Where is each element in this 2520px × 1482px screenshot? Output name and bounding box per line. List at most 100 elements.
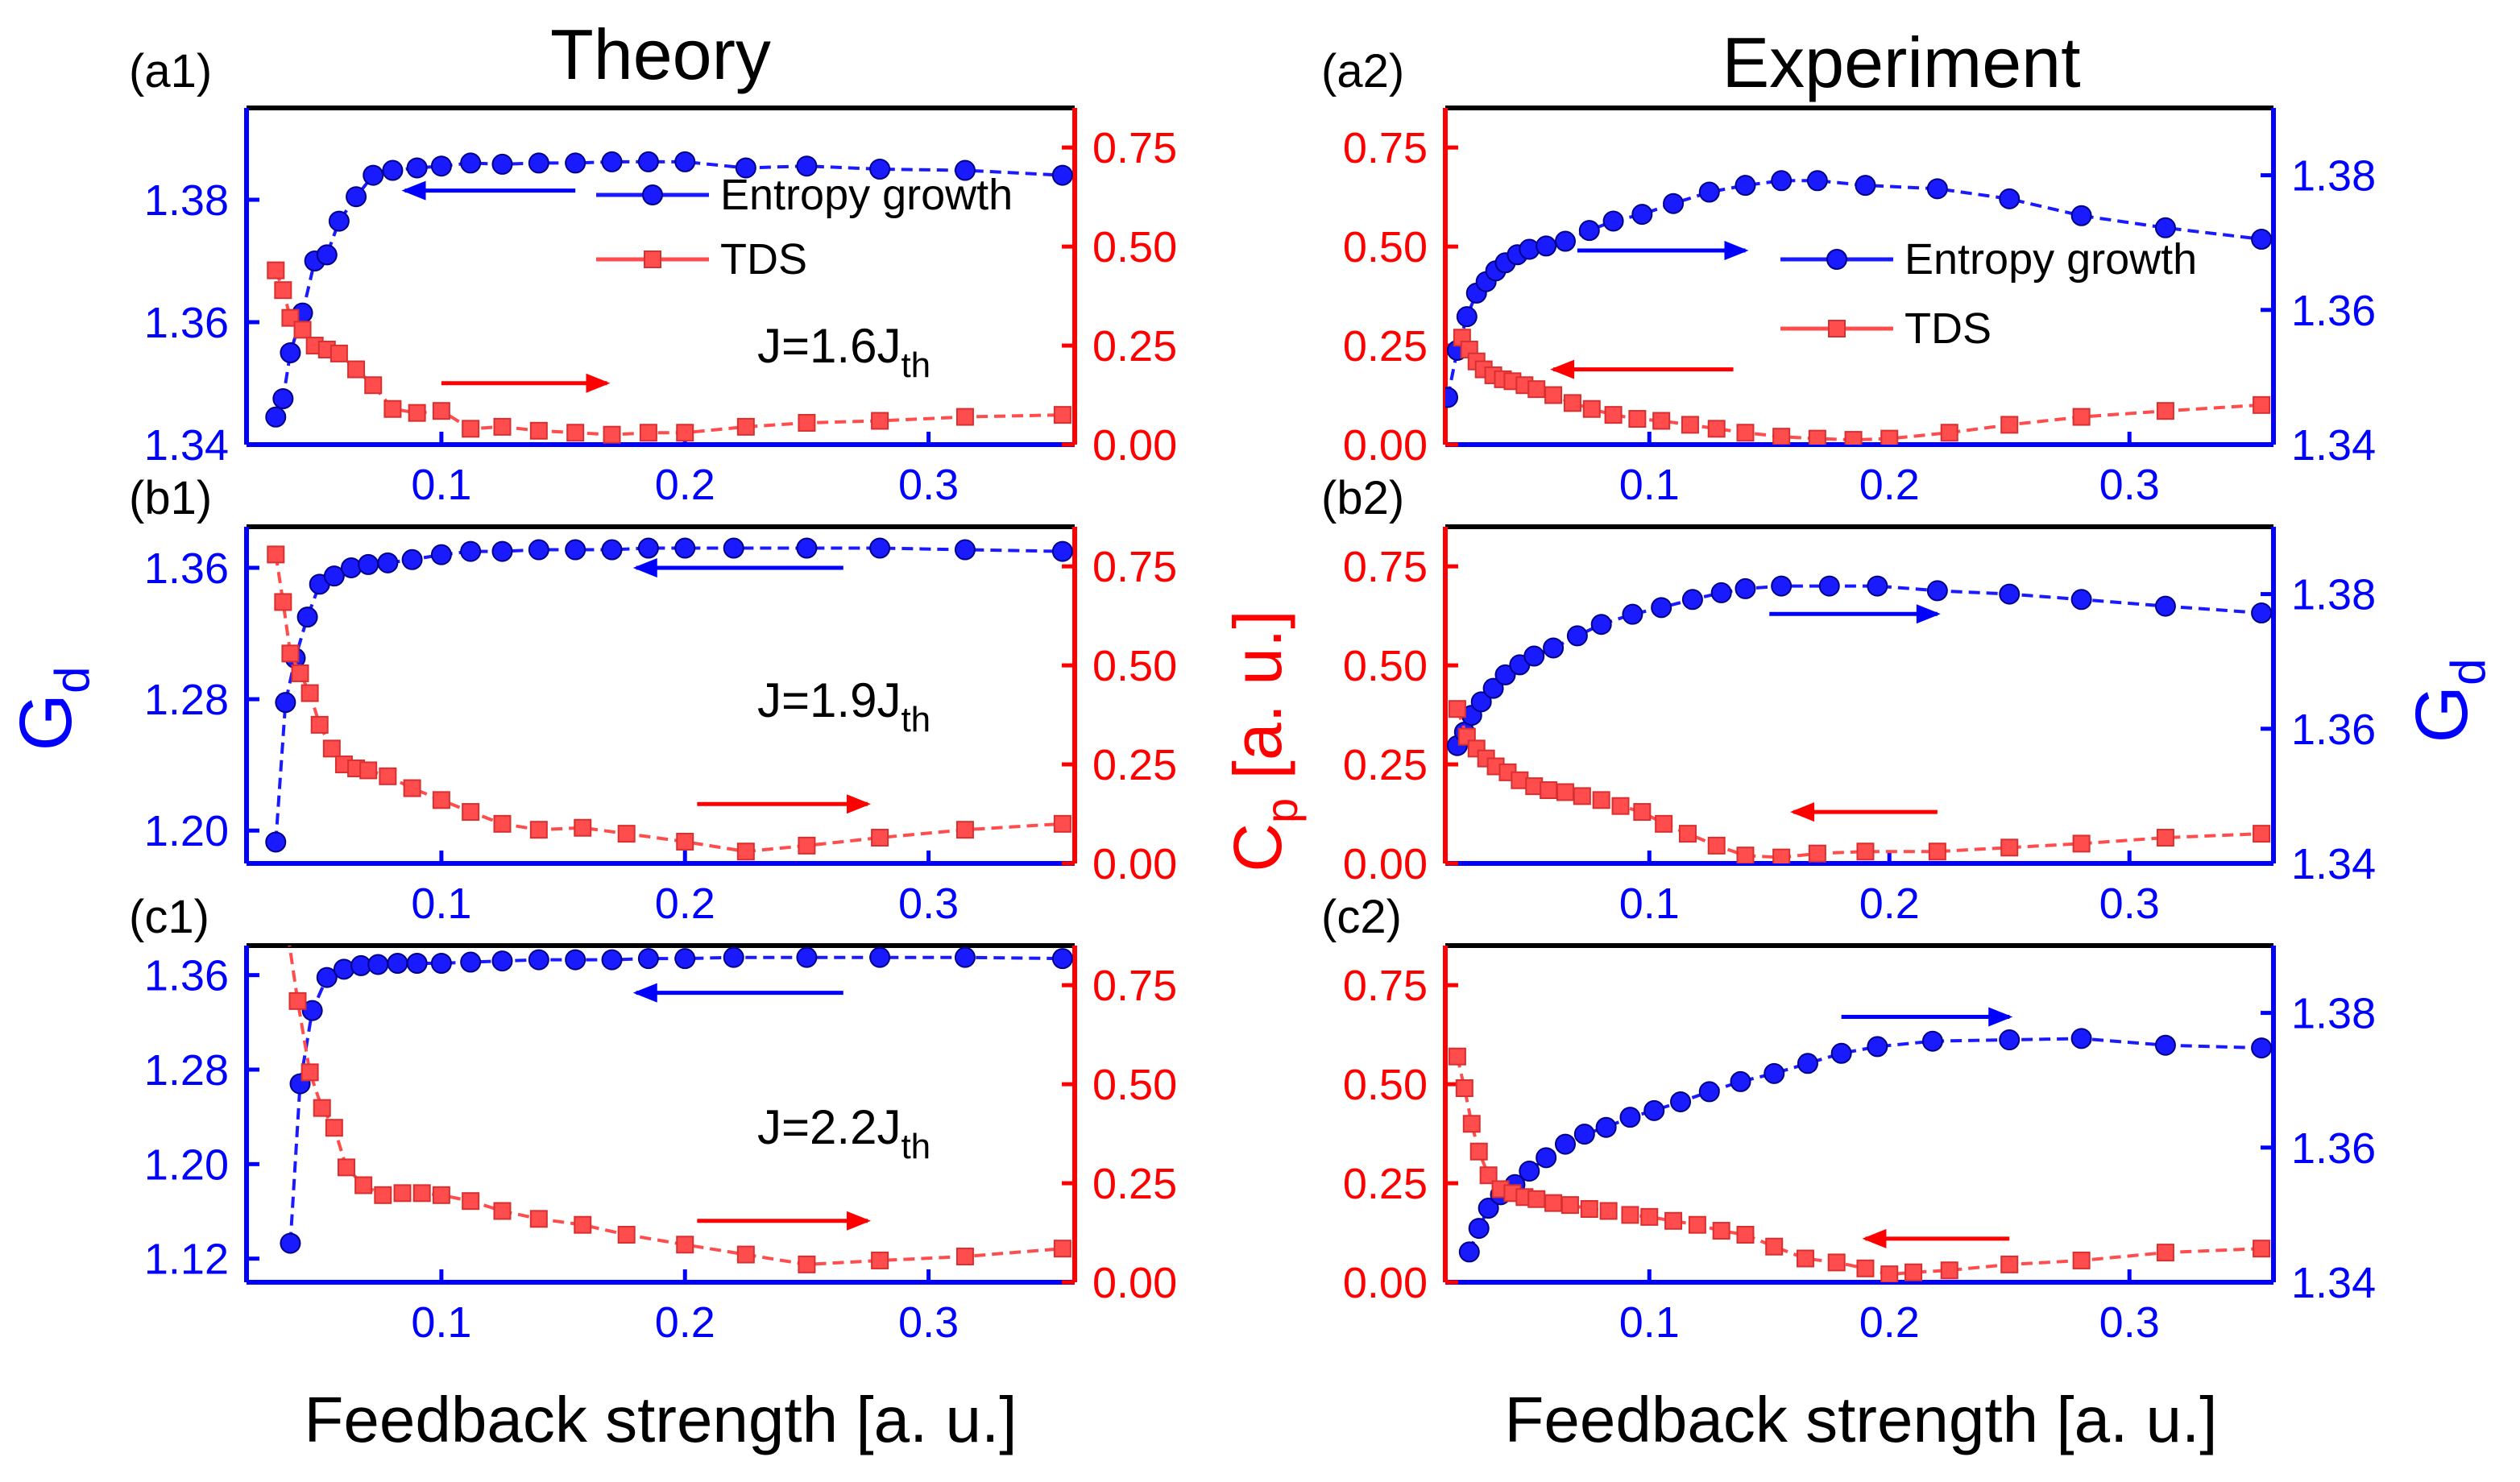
tds-point — [1707, 420, 1726, 438]
entropy-point — [341, 557, 363, 578]
tds-point — [676, 832, 694, 851]
cp-tick-label: 0.50 — [1343, 642, 1428, 690]
cp-tick-label: 0.00 — [1343, 840, 1428, 888]
tds-point — [955, 408, 974, 426]
tds-line — [288, 946, 1063, 1266]
tds-point — [313, 1099, 331, 1117]
entropy-point — [301, 1000, 323, 1021]
entropy-point — [528, 949, 549, 971]
entropy-point — [1470, 691, 1492, 713]
svg-text:Gd: Gd — [5, 667, 99, 751]
right-ylabel-main: G — [2401, 685, 2483, 743]
cp-tick-label: 0.50 — [1092, 1061, 1177, 1109]
entropy-point — [637, 151, 659, 172]
gd-tick-label: 1.36 — [2291, 287, 2376, 335]
x-tick-label: 0.3 — [898, 461, 959, 509]
tds-point — [300, 684, 319, 702]
tds-point — [403, 779, 421, 797]
left-ylabel: Gd — [5, 667, 99, 751]
tds-point — [871, 1251, 889, 1269]
tds-point — [736, 417, 755, 436]
tds-point — [798, 413, 816, 432]
panel-a2: (a2) 0.1 0.2 0.3 1.34 1.36 1.38 0.00 0.25 0.50 0.7… — [1321, 45, 2376, 509]
tds-point — [267, 261, 285, 279]
tds-point — [798, 1255, 816, 1273]
entropy-point — [1698, 1081, 1720, 1103]
entropy-point — [869, 537, 891, 559]
cp-tick-label: 0.75 — [1343, 543, 1428, 591]
entropy-point — [1566, 625, 1588, 647]
tds-point — [359, 761, 378, 780]
entropy-point — [280, 342, 301, 363]
cp-tick-label: 0.50 — [1343, 1061, 1428, 1109]
tds-point — [1469, 1142, 1488, 1161]
panel-label: (b1) — [129, 472, 212, 524]
cp-tick-label: 0.50 — [1343, 223, 1428, 271]
entropy-point — [601, 539, 623, 561]
tds-point — [1652, 412, 1671, 430]
tds-point — [2072, 834, 2091, 853]
x-tick-label: 0.1 — [411, 461, 471, 509]
entropy-point — [1578, 220, 1600, 242]
gd-tick-label: 1.34 — [144, 421, 229, 470]
tds-point — [1053, 406, 1071, 424]
entropy-point — [674, 948, 696, 970]
entropy-point — [265, 406, 287, 428]
left-ylabel-main: G — [5, 693, 87, 751]
entropy-point — [735, 157, 756, 179]
entropy-point — [2251, 229, 2273, 250]
x-tick-label: 0.3 — [2099, 880, 2160, 928]
x-tick-label: 0.2 — [1859, 1298, 1920, 1347]
entropy-point — [1730, 1070, 1751, 1092]
cp-tick-label: 0.00 — [1343, 1259, 1428, 1307]
column-title-theory: Theory — [550, 14, 771, 94]
arrow-head — [1988, 1007, 2013, 1027]
entropy-point — [1735, 577, 1756, 599]
tds-line — [274, 269, 1063, 437]
tds-point — [1611, 797, 1630, 815]
xlabel-theory: Feedback strength [a. u.] — [305, 1384, 1018, 1455]
tds-point — [1563, 394, 1581, 412]
cp-tick-label: 0.25 — [1092, 741, 1177, 789]
gd-tick-label: 1.28 — [144, 676, 229, 724]
entropy-point — [1735, 175, 1756, 197]
tds-point — [1582, 399, 1601, 418]
tds-point — [736, 1245, 755, 1264]
cp-tick-label: 0.50 — [1092, 223, 1177, 271]
tds-point — [1556, 783, 1574, 801]
entropy-point — [460, 152, 482, 174]
x-tick-label: 0.3 — [2099, 461, 2160, 509]
entropy-point — [1999, 583, 2021, 605]
entropy-point — [1764, 1062, 1785, 1084]
entropy-point — [1797, 1053, 1818, 1074]
tds-point — [1736, 424, 1755, 442]
tds-point — [603, 425, 621, 444]
entropy-point — [316, 967, 338, 988]
panel-label: (b2) — [1321, 472, 1404, 524]
entropy-point — [1595, 1116, 1617, 1138]
tds-point — [347, 360, 366, 379]
entropy-point — [1818, 575, 1840, 597]
tds-point — [1765, 1237, 1784, 1256]
tds-point — [281, 644, 300, 663]
tds-point — [2000, 1255, 2019, 1273]
panel-b1: (b1) 0.1 0.2 0.3 1.20 1.28 1.36 0.00 0.25 0.50 0.7… — [129, 472, 1177, 928]
tds-point — [1664, 1211, 1683, 1230]
cp-tick-label: 0.75 — [1343, 962, 1428, 1010]
gd-tick-label: 1.38 — [2291, 152, 2376, 201]
entropy-point — [1543, 637, 1565, 659]
legend-entropy-marker — [642, 184, 663, 205]
entropy-point — [954, 946, 976, 968]
plot-area — [265, 151, 1073, 444]
tds-point — [1560, 1196, 1579, 1215]
entropy-point — [2070, 589, 2092, 611]
entropy-point — [1519, 1161, 1540, 1182]
tds-point — [1880, 1265, 1899, 1282]
tds-point — [1053, 1240, 1071, 1258]
entropy-point — [1536, 1147, 1557, 1169]
arrow-head — [401, 180, 426, 201]
current-annotation: J=1.6Jth — [757, 319, 930, 385]
entropy-point — [2154, 1034, 2176, 1056]
tds-point — [1628, 410, 1647, 428]
tds-line — [274, 554, 1063, 854]
